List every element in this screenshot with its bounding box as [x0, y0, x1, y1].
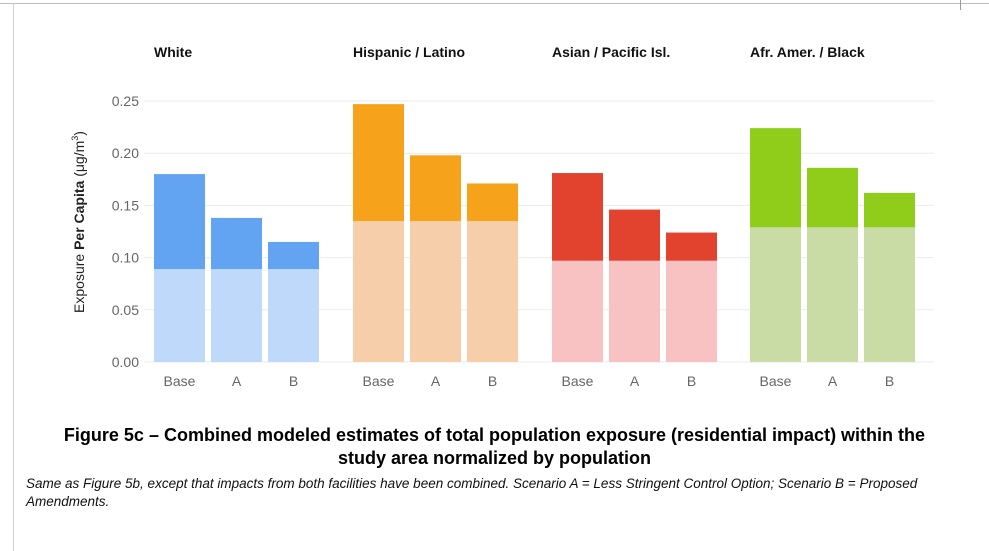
bar-increment-segment: [353, 104, 404, 222]
panel-title: Afr. Amer. / Black: [750, 44, 865, 60]
y-tick-label: 0.15: [112, 197, 139, 213]
x-tick-label: Base: [363, 373, 395, 389]
figure-caption: Same as Figure 5b, except that impacts f…: [26, 476, 918, 509]
x-tick-label: Base: [562, 373, 594, 389]
bar-increment-segment: [864, 192, 915, 228]
corner-mark: [960, 0, 961, 10]
bar-increment-segment: [154, 174, 205, 270]
ylabel-superscript: 3: [70, 136, 80, 141]
bar-base-segment: [750, 227, 801, 362]
bar-increment-segment: [211, 217, 262, 270]
bar-base-segment: [467, 221, 518, 362]
bar-increment-segment: [807, 167, 858, 228]
y-tick-label: 0.25: [112, 93, 139, 109]
panel-title: Asian / Pacific Isl.: [552, 44, 670, 60]
y-tick-label: 0.10: [112, 250, 139, 266]
figure-title: Figure 5c – Combined modeled estimates o…: [63, 425, 926, 468]
x-tick-label: B: [289, 373, 298, 389]
bar-base-segment: [609, 260, 660, 362]
x-tick-label: B: [488, 373, 497, 389]
bar-increment-segment: [410, 155, 461, 222]
exposure-chart: 0.00 0.05 0.10 0.15 0.20 0.25 White Base A B Hispa…: [70, 44, 934, 389]
ylabel-part-2: Per Capita: [71, 180, 87, 249]
bar-base-segment: [154, 269, 205, 362]
bar-base-segment: [211, 269, 262, 362]
x-tick-label: B: [687, 373, 696, 389]
y-axis-label: Exposure Per Capita (μg/m3): [70, 131, 87, 313]
y-tick-label: 0.00: [112, 354, 139, 370]
y-tick-label: 0.20: [112, 145, 139, 161]
x-tick-label: A: [630, 373, 640, 389]
x-tick-label: A: [232, 373, 242, 389]
bar-base-segment: [807, 227, 858, 362]
y-tick-label: 0.05: [112, 302, 139, 318]
ylabel-part-1: Exposure: [71, 250, 87, 313]
ylabel-part-5: ): [71, 131, 87, 136]
bar-base-segment: [864, 227, 915, 362]
bar-increment-segment: [268, 241, 319, 270]
bar-increment-segment: [609, 209, 660, 261]
bar-increment-segment: [552, 173, 603, 261]
bar-base-segment: [552, 260, 603, 362]
panel-title: Hispanic / Latino: [353, 44, 465, 60]
bar-base-segment: [666, 260, 717, 362]
x-tick-label: Base: [760, 373, 792, 389]
bar-increment-segment: [666, 232, 717, 261]
bars-layer: [154, 104, 915, 362]
bar-increment-segment: [750, 128, 801, 228]
x-tick-label: B: [885, 373, 894, 389]
x-tick-label: A: [431, 373, 441, 389]
bar-base-segment: [410, 221, 461, 362]
labels-layer: 0.00 0.05 0.10 0.15 0.20 0.25 White Base A B Hispa…: [112, 44, 894, 389]
ylabel-part-3: (μg/m: [71, 141, 87, 181]
bar-base-segment: [353, 221, 404, 362]
left-border: [13, 3, 14, 551]
panel-title: White: [154, 44, 192, 60]
x-tick-label: Base: [164, 373, 196, 389]
top-border: [0, 3, 989, 4]
x-tick-label: A: [828, 373, 838, 389]
bar-increment-segment: [467, 183, 518, 222]
bar-base-segment: [268, 269, 319, 362]
